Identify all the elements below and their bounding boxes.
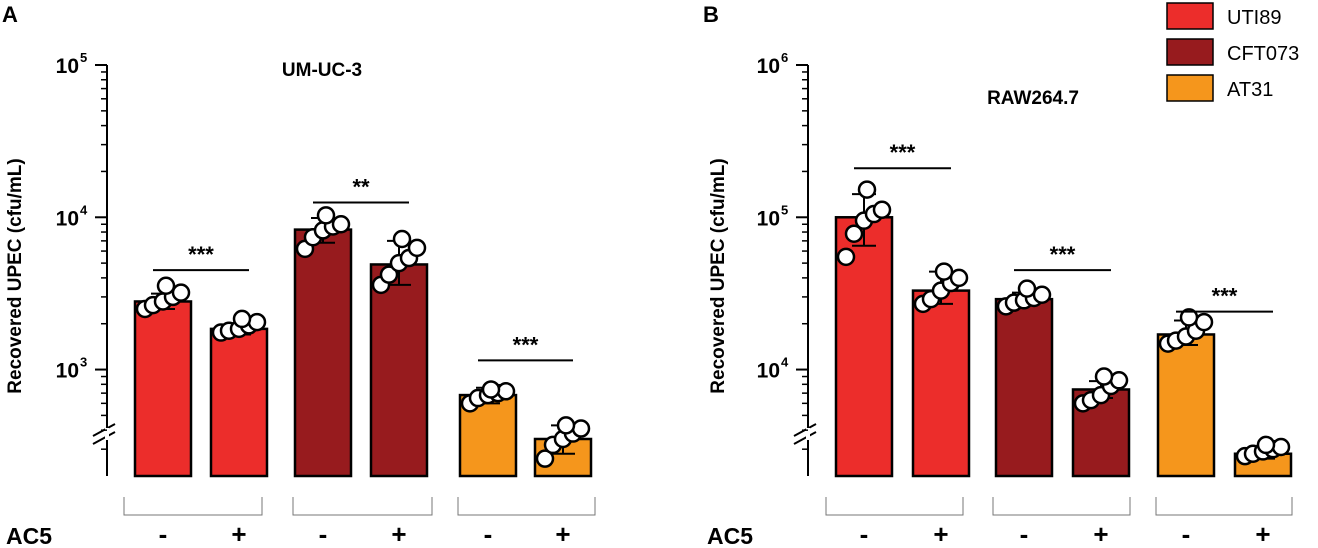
bar-cft073-plus <box>369 263 429 478</box>
group-bracket <box>457 497 596 516</box>
data-point <box>535 449 555 468</box>
bar-cft073-minus <box>994 297 1054 478</box>
data-point <box>171 283 191 302</box>
legend-label-uti89: UTI89 <box>1227 7 1281 29</box>
y-tick-label: 10 <box>56 55 79 78</box>
data-point <box>1017 279 1037 298</box>
y-tick-exponent: 6 <box>781 50 788 65</box>
ac5-sign-label: + <box>933 519 948 548</box>
data-point <box>1109 371 1129 390</box>
axis-break-mark <box>92 431 116 445</box>
legend-label-cft073: CFT073 <box>1227 43 1299 65</box>
data-point <box>247 312 267 332</box>
data-point <box>836 247 856 267</box>
data-point <box>407 238 427 258</box>
legend-swatch-at31 <box>1166 74 1214 102</box>
data-point <box>844 224 864 243</box>
y-tick-exponent: 4 <box>80 202 88 217</box>
data-point <box>1032 285 1052 304</box>
ac5-sign-label: - <box>860 519 869 548</box>
bar-uti89-minus <box>133 300 193 478</box>
ac5-sign-label: + <box>391 519 406 548</box>
data-point <box>571 419 591 438</box>
ac5-sign-label: + <box>1255 519 1270 548</box>
data-point <box>392 229 412 249</box>
data-point <box>949 268 969 288</box>
y-tick-label: 10 <box>757 55 780 78</box>
data-point <box>872 200 892 220</box>
data-point <box>1256 435 1276 455</box>
group-bracket <box>1155 497 1293 516</box>
ac5-sign-label: + <box>231 519 246 548</box>
data-point <box>379 265 399 284</box>
group-bracket <box>992 497 1131 516</box>
axis-break-gap <box>105 428 109 440</box>
y-tick-exponent: 5 <box>781 202 788 217</box>
ac5-sign-label: - <box>1182 519 1191 548</box>
chart-title-b: RAW264.7 <box>987 88 1079 109</box>
data-point <box>1094 367 1114 386</box>
data-point <box>496 382 516 401</box>
ac5-sign-label: - <box>1020 519 1029 548</box>
data-point <box>232 309 252 329</box>
data-point <box>1271 437 1291 457</box>
y-tick-exponent: 4 <box>781 355 789 370</box>
bar-uti89-plus <box>209 327 269 478</box>
data-point <box>331 214 351 234</box>
data-point <box>556 416 576 435</box>
y-tick-exponent: 3 <box>80 355 87 370</box>
bar-uti89-plus <box>911 289 971 478</box>
y-tick-exponent: 5 <box>80 50 87 65</box>
bar-at31-minus <box>1156 333 1216 478</box>
y-tick-label: 10 <box>757 360 780 383</box>
x-axis-label-b: AC5 <box>707 523 753 548</box>
data-point <box>1194 312 1214 332</box>
ac5-sign-label: - <box>319 519 328 548</box>
significance-stars: *** <box>513 332 539 357</box>
y-tick-label: 10 <box>56 207 79 230</box>
group-bracket <box>292 497 433 516</box>
ac5-sign-label: - <box>484 519 493 548</box>
data-point <box>1179 308 1199 327</box>
y-tick-label: 10 <box>56 360 79 383</box>
legend-label-at31: AT31 <box>1227 79 1273 101</box>
bar-at31-minus <box>458 393 518 478</box>
significance-stars: *** <box>1050 242 1076 267</box>
ac5-sign-label: + <box>555 519 570 548</box>
bar-cft073-minus <box>293 228 353 478</box>
panel-label-b: B <box>703 2 719 27</box>
x-axis-label-a: AC5 <box>6 523 52 548</box>
data-point <box>934 262 954 281</box>
data-point <box>156 276 176 296</box>
chart-title-a: UM-UC-3 <box>282 60 362 81</box>
legend: UTI89 CFT073 AT31 <box>1166 2 1299 102</box>
significance-stars: *** <box>1212 284 1238 309</box>
ac5-sign-label: - <box>159 519 168 548</box>
significance-stars: *** <box>188 242 214 267</box>
y-axis-label-b: Recovered UPEC (cfu/mL) <box>708 158 729 393</box>
legend-swatch-cft073 <box>1166 38 1214 66</box>
axis-break-gap <box>806 428 810 440</box>
axis-break-mark <box>793 431 817 445</box>
data-point <box>857 180 877 199</box>
y-tick-label: 10 <box>757 207 780 230</box>
significance-stars: ** <box>352 175 370 200</box>
group-bracket <box>825 497 964 516</box>
y-axis-label-a: Recovered UPEC (cfu/mL) <box>5 158 26 393</box>
ac5-sign-label: + <box>1093 519 1108 548</box>
data-point <box>481 380 501 399</box>
data-point <box>316 206 336 225</box>
legend-swatch-uti89 <box>1166 2 1214 30</box>
significance-stars: *** <box>890 140 916 165</box>
panel-label-a: A <box>2 2 18 27</box>
group-bracket <box>123 497 263 516</box>
